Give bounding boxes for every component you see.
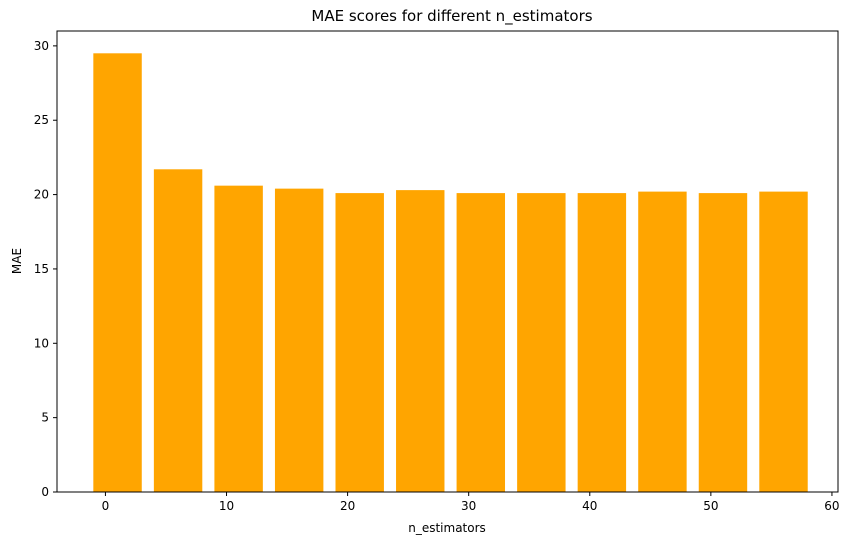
bar-21	[335, 193, 384, 492]
bar-56	[759, 191, 808, 492]
x-tick-label: 40	[582, 499, 597, 513]
x-tick-label: 30	[461, 499, 476, 513]
x-tick-label: 20	[340, 499, 355, 513]
bar-6	[153, 169, 203, 493]
bar-31	[456, 193, 506, 492]
x-tick-label: 0	[102, 499, 110, 513]
bar-16	[274, 188, 324, 492]
bar-41	[577, 193, 627, 492]
bar-51	[698, 193, 748, 492]
y-tick-label: 15	[34, 262, 49, 276]
bar-46	[638, 191, 687, 492]
bar-1	[93, 53, 142, 492]
bar-26	[396, 190, 445, 492]
bar-11	[214, 185, 263, 492]
x-tick-label: 60	[824, 499, 839, 513]
x-axis-ticks: 0 10 20 30 40 50 60	[102, 492, 840, 513]
y-axis-ticks: 0 5 10 15 20 25 30	[34, 39, 57, 499]
y-axis-label: MAE	[10, 248, 24, 274]
plot-frame	[56, 30, 839, 493]
x-tick-label: 10	[219, 499, 234, 513]
y-tick-label: 10	[34, 336, 49, 350]
y-tick-label: 30	[34, 39, 49, 53]
bar-36	[517, 193, 566, 492]
y-tick-label: 5	[41, 411, 49, 425]
x-tick-label: 50	[703, 499, 718, 513]
y-tick-label: 25	[34, 113, 49, 127]
chart-title: MAE scores for different n_estimators	[311, 7, 592, 26]
y-tick-label: 0	[41, 485, 49, 499]
y-tick-label: 20	[34, 188, 49, 202]
bars-group	[93, 53, 808, 493]
x-axis-label: n_estimators	[408, 521, 486, 535]
